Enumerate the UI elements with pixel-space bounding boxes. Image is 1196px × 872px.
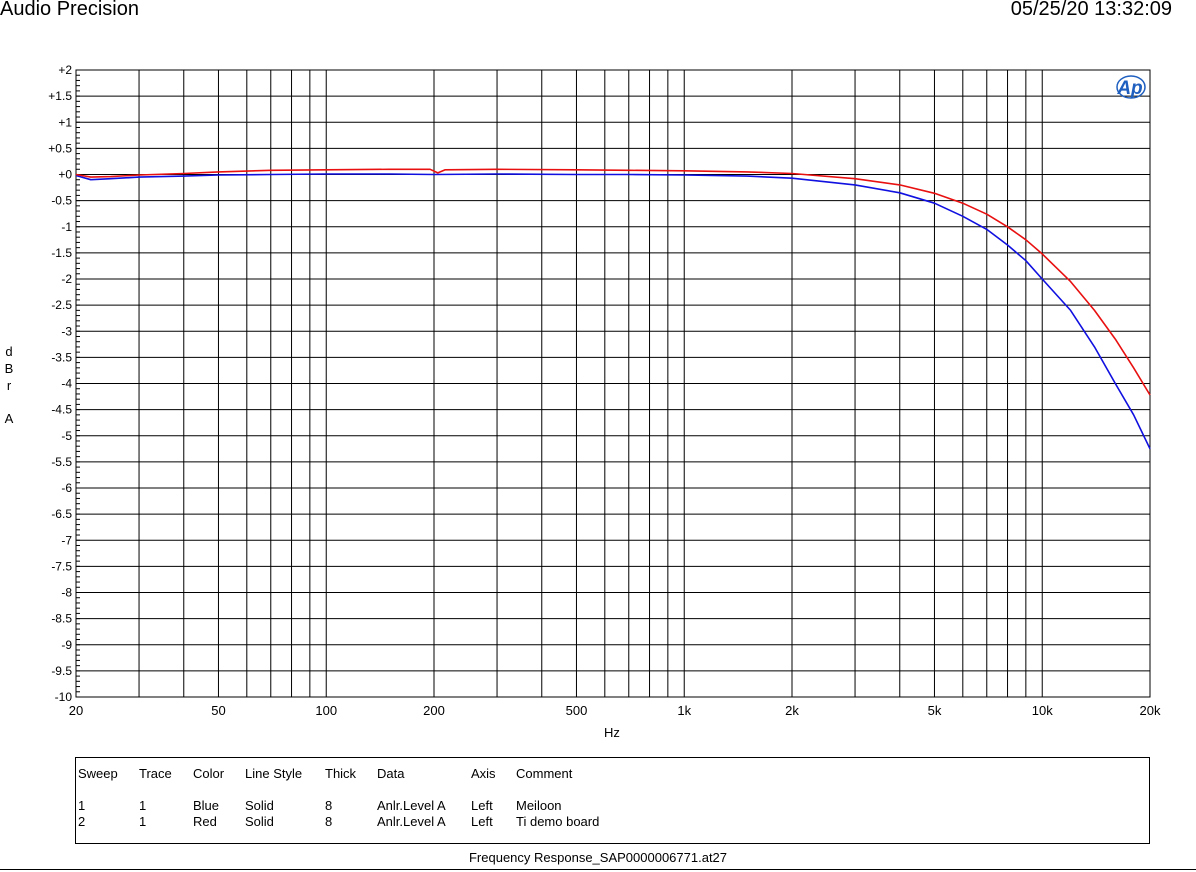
legend-header-comment: Comment xyxy=(516,766,573,781)
x-tick-label: 1k xyxy=(677,703,691,718)
legend-row1-sweep: 1 xyxy=(78,798,86,813)
legend-row2-axis: Left xyxy=(471,814,493,829)
page-bottom-rule xyxy=(0,869,1196,870)
y-tick-label: -1.5 xyxy=(51,246,72,260)
y-tick-label: -7.5 xyxy=(51,559,72,573)
legend-row2-sweep: 2 xyxy=(78,814,86,829)
plot-frame xyxy=(75,69,1151,698)
legend-row2-comment: Ti demo board xyxy=(516,814,600,829)
x-tick-label: 500 xyxy=(566,703,588,718)
y-tick-label: -6 xyxy=(61,481,72,495)
y-tick-label: +0 xyxy=(58,168,72,182)
legend-header-color: Color xyxy=(193,766,225,781)
legend-row2-trace: 1 xyxy=(139,814,147,829)
y-tick-label: -3 xyxy=(61,324,72,338)
x-tick-label: 50 xyxy=(211,703,225,718)
app-title: Audio Precision xyxy=(0,0,139,20)
frequency-response-chart: +2 +1.5 +1 +0.5 +0 -0.5 -1 -1.5 -2 -2.5 -3 -3.5 -4 -4… xyxy=(48,63,1161,718)
x-tick-label: 200 xyxy=(423,703,445,718)
legend-row2-color: Red xyxy=(193,814,217,829)
legend-row1-color: Blue xyxy=(193,798,220,813)
series-line-1 xyxy=(75,173,1151,450)
y-tick-label: -4 xyxy=(61,377,72,391)
ap-logo-ring xyxy=(1116,75,1146,99)
x-tick-label: 20 xyxy=(69,703,83,718)
ap-logo-text: Ap xyxy=(1116,78,1142,99)
legend-row2-data: Anlr.Level A xyxy=(377,814,446,829)
legend-header-sweep: Sweep xyxy=(78,766,118,781)
x-tick-label: 10k xyxy=(1032,703,1053,718)
y-axis-label-3: r xyxy=(6,378,12,393)
legend-row1-comment: Meiloon xyxy=(516,798,562,813)
x-tick-label: 5k xyxy=(928,703,942,718)
y-axis-label-5: A xyxy=(4,411,14,426)
x-tick-label: 20k xyxy=(1140,703,1161,718)
legend-table: Sweep Trace Color Line Style Thick Data … xyxy=(75,757,1150,844)
y-tick-label: -2.5 xyxy=(51,298,72,312)
y-tick-label: -10 xyxy=(55,690,73,704)
legend-row1-thick: 8 xyxy=(325,798,333,813)
y-tick-label: -4.5 xyxy=(51,403,72,417)
x-tick-label: 100 xyxy=(315,703,337,718)
legend-row1-data: Anlr.Level A xyxy=(377,798,446,813)
y-axis-label-2: B xyxy=(4,361,14,376)
y-tick-label: -0.5 xyxy=(51,194,72,208)
y-tick-label: -9.5 xyxy=(51,664,72,678)
x-tick-label: 2k xyxy=(785,703,799,718)
legend-row1-trace: 1 xyxy=(139,798,147,813)
y-tick-label: -8 xyxy=(61,586,72,600)
y-tick-label: +2 xyxy=(58,63,72,77)
y-tick-label: -6.5 xyxy=(51,507,72,521)
legend-header-trace: Trace xyxy=(139,766,172,781)
file-name: Frequency Response_SAP0000006771.at27 xyxy=(468,850,728,865)
y-tick-label: -3.5 xyxy=(51,350,72,364)
legend-row1-linestyle: Solid xyxy=(245,798,274,813)
y-tick-label: -5 xyxy=(61,429,72,443)
y-tick-label: -2 xyxy=(61,272,72,286)
y-tick-label: -1 xyxy=(61,220,72,234)
ap-logo: Ap xyxy=(1116,75,1146,99)
series-line-2 xyxy=(75,168,1151,396)
x-axis-label: Hz xyxy=(604,725,620,740)
legend-header-axis: Axis xyxy=(471,766,496,781)
y-tick-label: +1 xyxy=(58,115,72,129)
y-tick-label: -8.5 xyxy=(51,612,72,626)
y-tick-label: -5.5 xyxy=(51,455,72,469)
y-tick-label: -9 xyxy=(61,638,72,652)
legend-header-linestyle: Line Style xyxy=(245,766,303,781)
y-axis-label-1: d xyxy=(5,344,13,359)
y-tick-label: +0.5 xyxy=(48,141,72,155)
timestamp: 05/25/20 13:32:09 xyxy=(1010,0,1172,20)
y-tick-label: +1.5 xyxy=(48,89,72,103)
legend-row1-axis: Left xyxy=(471,798,493,813)
y-tick-label: -7 xyxy=(61,533,72,547)
legend-header-thick: Thick xyxy=(325,766,357,781)
legend-row2-thick: 8 xyxy=(325,814,333,829)
legend-header-data: Data xyxy=(377,766,405,781)
legend-row2-linestyle: Solid xyxy=(245,814,274,829)
